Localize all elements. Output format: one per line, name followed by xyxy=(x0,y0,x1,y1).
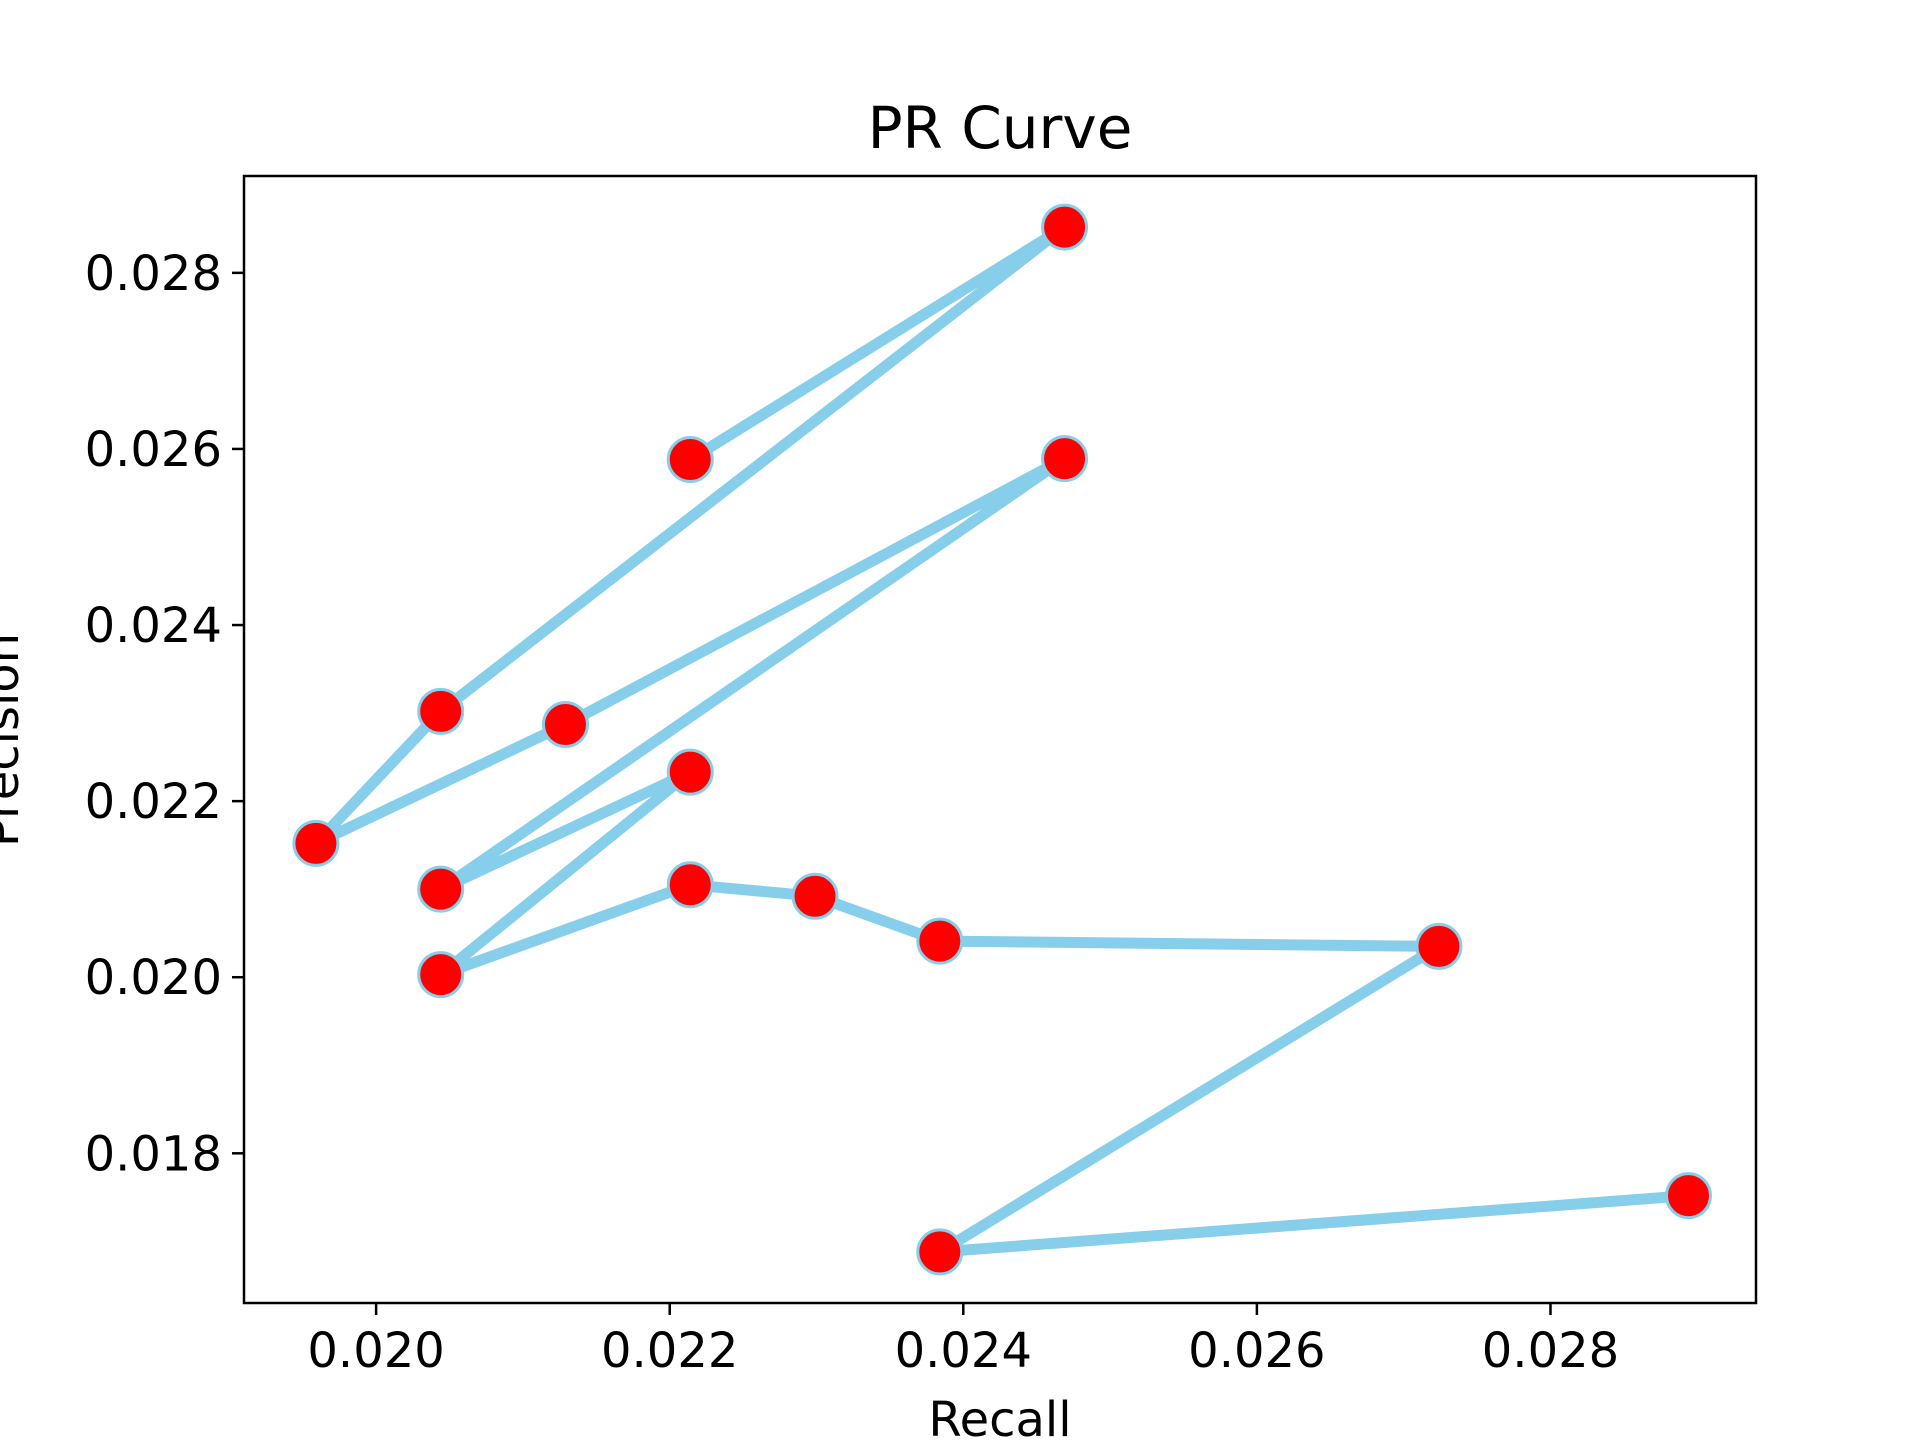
series-layer xyxy=(292,203,1712,1276)
data-point xyxy=(541,701,589,749)
data-point xyxy=(1415,922,1463,970)
data-point xyxy=(1041,203,1089,251)
x-tick-label: 0.020 xyxy=(307,1323,444,1379)
y-tick-label: 0.020 xyxy=(85,950,222,1006)
data-point xyxy=(417,951,465,999)
data-point xyxy=(791,872,839,920)
x-axis-ticks: 0.020 0.022 0.024 0.026 0.028 xyxy=(307,1303,1619,1379)
chart-title: PR Curve xyxy=(868,94,1133,162)
data-point xyxy=(1041,435,1089,483)
y-tick-label: 0.026 xyxy=(85,422,222,478)
plot-frame xyxy=(242,174,1758,1305)
data-point xyxy=(292,819,340,867)
data-point xyxy=(417,865,465,913)
y-axis-ticks: 0.018 0.020 0.022 0.024 0.026 0.028 xyxy=(85,246,244,1182)
data-point xyxy=(666,436,714,484)
series-line xyxy=(310,221,1694,1258)
data-point xyxy=(666,861,714,909)
data-point xyxy=(1664,1172,1712,1220)
x-tick-label: 0.026 xyxy=(1188,1323,1325,1379)
y-tick-label: 0.028 xyxy=(85,246,222,302)
y-tick-label: 0.024 xyxy=(85,598,222,654)
y-tick-label: 0.022 xyxy=(85,774,222,830)
y-tick-label: 0.018 xyxy=(85,1126,222,1182)
x-axis-label: Recall xyxy=(928,1392,1071,1440)
data-point xyxy=(666,748,714,796)
x-tick-label: 0.022 xyxy=(601,1323,738,1379)
data-point xyxy=(916,917,964,965)
x-tick-label: 0.028 xyxy=(1482,1323,1619,1379)
data-point xyxy=(916,1228,964,1276)
y-axis-label: Precision xyxy=(0,633,30,847)
x-tick-label: 0.024 xyxy=(895,1323,1032,1379)
data-point xyxy=(417,687,465,735)
